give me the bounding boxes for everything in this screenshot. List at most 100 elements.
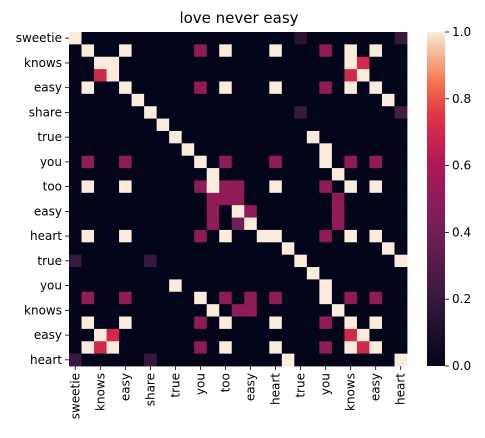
heatmap-cell (156, 118, 170, 132)
heatmap-cell (81, 279, 95, 293)
heatmap-cell (144, 205, 158, 218)
heatmap-cell (394, 44, 408, 58)
heatmap-cell (169, 93, 183, 107)
heatmap-cell (69, 291, 82, 305)
heatmap-cell (231, 118, 245, 132)
heatmap-cell (194, 44, 208, 58)
heatmap-cell (356, 291, 370, 305)
heatmap-cell (131, 328, 145, 342)
heatmap-cell (194, 217, 208, 231)
heatmap-cell (206, 242, 220, 256)
heatmap-cell (81, 106, 95, 119)
heatmap-cell (269, 242, 283, 256)
colorbar-tick-label: 0.6 (452, 159, 471, 173)
heatmap-cell (119, 69, 132, 82)
heatmap-cell (69, 155, 82, 169)
heatmap-cell (156, 44, 170, 58)
heatmap-cell (244, 168, 258, 181)
heatmap-cell (394, 279, 408, 293)
heatmap-cell (131, 341, 145, 355)
heatmap-cell (244, 118, 258, 132)
heatmap-cell (244, 229, 258, 243)
heatmap-cell (81, 316, 95, 330)
heatmap-cell (106, 254, 120, 268)
y-tick-label: knows (24, 56, 62, 70)
heatmap-cell (281, 93, 295, 107)
heatmap-cell (181, 143, 195, 157)
heatmap-cell (106, 32, 120, 45)
heatmap-cell (306, 316, 320, 330)
heatmap-cell (381, 217, 395, 231)
heatmap-cell (194, 353, 208, 367)
heatmap-cell (231, 291, 245, 305)
heatmap-cell (169, 242, 183, 256)
heatmap-cell (319, 143, 333, 157)
y-tick-label: easy (34, 81, 62, 95)
heatmap-cell (106, 229, 120, 243)
colorbar-tick-label: 0.2 (452, 292, 471, 306)
heatmap-cell (169, 168, 183, 181)
heatmap-cell (119, 180, 132, 194)
heatmap-cell (294, 205, 308, 218)
heatmap-cell (94, 130, 107, 144)
heatmap-cell (156, 180, 170, 194)
heatmap-cell (369, 217, 383, 231)
heatmap-cell (344, 254, 358, 268)
heatmap-cell (131, 106, 145, 119)
heatmap-cell (394, 254, 408, 268)
heatmap-cell (269, 168, 283, 181)
heatmap-cell (256, 279, 270, 293)
heatmap-cell (394, 155, 408, 169)
heatmap-cell (294, 168, 308, 181)
heatmap-cell (231, 93, 245, 107)
heatmap-cell (331, 316, 345, 330)
heatmap-cell (156, 69, 170, 82)
heatmap-cell (194, 130, 208, 144)
x-tick-label: you (193, 373, 207, 395)
heatmap-cell (344, 192, 358, 206)
heatmap-cell (106, 180, 120, 194)
heatmap-cell (306, 279, 320, 293)
heatmap-cell (306, 341, 320, 355)
heatmap-cell (206, 192, 220, 206)
heatmap-cell (369, 32, 383, 45)
heatmap-cell (206, 81, 220, 95)
heatmap-cell (181, 81, 195, 95)
heatmap-cell (144, 155, 158, 169)
heatmap-cell (344, 316, 358, 330)
heatmap-cell (394, 304, 408, 317)
heatmap-cell (319, 242, 333, 256)
heatmap-cell (206, 304, 220, 317)
heatmap-cell (331, 229, 345, 243)
heatmap-cell (269, 341, 283, 355)
heatmap-cell (81, 69, 95, 82)
heatmap-cell (356, 93, 370, 107)
chart-title: love never easy (179, 9, 298, 27)
heatmap-cell (144, 217, 158, 231)
heatmap-cell (119, 205, 132, 218)
heatmap-cell (94, 217, 107, 231)
heatmap-cell (106, 44, 120, 58)
heatmap-cell (331, 267, 345, 280)
heatmap-cell (381, 106, 395, 119)
heatmap-cell (169, 155, 183, 169)
heatmap-cell (219, 180, 233, 194)
heatmap-cell (131, 143, 145, 157)
heatmap-cell (206, 93, 220, 107)
heatmap-cell (344, 118, 358, 132)
heatmap-cell (94, 267, 107, 280)
heatmap-cell (106, 304, 120, 317)
heatmap-cell (269, 267, 283, 280)
heatmap-cell (244, 69, 258, 82)
heatmap-cell (331, 106, 345, 119)
heatmap-cell (81, 44, 95, 58)
heatmap-cell (131, 316, 145, 330)
y-tick-label: true (37, 130, 62, 144)
heatmap-cell (356, 81, 370, 95)
heatmap-cell (281, 155, 295, 169)
heatmap-cell (394, 353, 408, 367)
heatmap-cell (331, 93, 345, 107)
heatmap-cell (356, 242, 370, 256)
heatmap-cell (119, 341, 132, 355)
heatmap-cell (256, 93, 270, 107)
